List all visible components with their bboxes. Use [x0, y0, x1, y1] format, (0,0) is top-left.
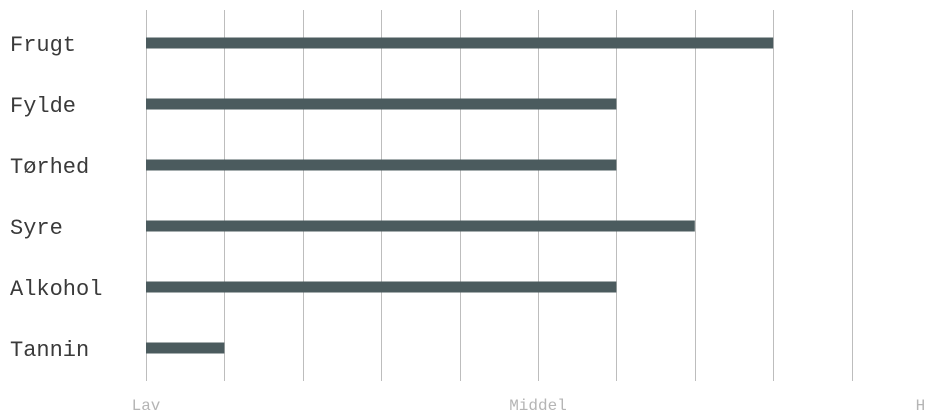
- category-label: Tannin: [10, 338, 89, 363]
- category-label: Fylde: [10, 94, 76, 119]
- category-label: Tørhed: [10, 155, 89, 180]
- category-labels: Frugt Fylde Tørhed Syre Alkohol Tannin: [10, 33, 102, 363]
- x-tick-label: Middel: [509, 397, 567, 410]
- bar-fylde: [146, 98, 617, 110]
- bars: [146, 37, 774, 354]
- bar-alkohol: [146, 281, 617, 293]
- bar-syre: [146, 220, 695, 232]
- bar-frugt: [146, 37, 774, 49]
- category-label: Syre: [10, 216, 63, 241]
- bar-tannin: [146, 342, 225, 354]
- x-tick-label: Høj: [916, 397, 926, 410]
- x-tick-labels: Lav Middel Høj: [132, 397, 926, 410]
- x-tick-label: Lav: [132, 397, 161, 410]
- category-label: Frugt: [10, 33, 76, 58]
- category-label: Alkohol: [10, 277, 102, 302]
- grid-lines: [146, 10, 853, 381]
- bar-tørhed: [146, 159, 617, 171]
